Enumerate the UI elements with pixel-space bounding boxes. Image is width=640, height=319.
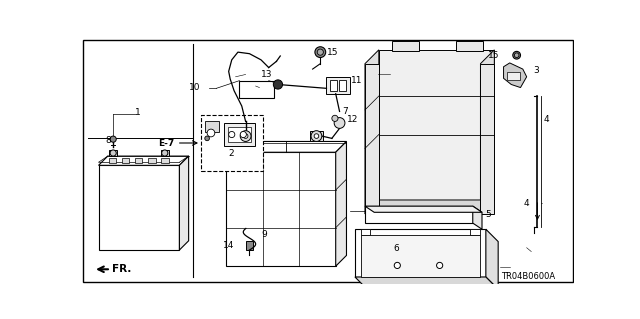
Bar xyxy=(228,127,251,142)
Bar xyxy=(326,77,349,94)
Bar xyxy=(246,241,253,250)
Bar xyxy=(365,64,379,214)
Circle shape xyxy=(317,49,323,55)
Circle shape xyxy=(243,134,248,138)
Circle shape xyxy=(513,51,520,59)
Bar xyxy=(135,159,143,163)
Bar xyxy=(224,123,255,146)
Bar xyxy=(481,64,494,214)
Polygon shape xyxy=(99,156,189,165)
Circle shape xyxy=(436,262,443,269)
Text: 2: 2 xyxy=(228,149,234,158)
Text: 14: 14 xyxy=(223,241,234,250)
Circle shape xyxy=(110,136,116,142)
Bar xyxy=(310,131,323,141)
Polygon shape xyxy=(504,63,527,87)
Text: 12: 12 xyxy=(348,115,358,124)
Polygon shape xyxy=(227,141,346,152)
Circle shape xyxy=(273,80,283,89)
Text: TR04B0600A: TR04B0600A xyxy=(501,272,556,281)
Bar xyxy=(161,150,168,156)
Bar xyxy=(239,81,274,98)
Polygon shape xyxy=(336,141,346,266)
Circle shape xyxy=(315,47,326,57)
Text: E-7: E-7 xyxy=(157,138,197,147)
Text: 10: 10 xyxy=(189,83,201,92)
Circle shape xyxy=(162,150,168,156)
Bar xyxy=(361,229,371,235)
Bar xyxy=(392,41,419,51)
Circle shape xyxy=(207,129,215,137)
Bar xyxy=(201,115,262,171)
Polygon shape xyxy=(379,50,494,200)
Circle shape xyxy=(110,150,116,156)
Bar xyxy=(161,159,168,163)
Text: 4: 4 xyxy=(543,115,549,124)
Polygon shape xyxy=(481,50,494,214)
Polygon shape xyxy=(179,156,189,250)
Text: 11: 11 xyxy=(351,76,363,85)
Circle shape xyxy=(332,115,338,122)
Bar xyxy=(122,159,129,163)
Text: 6: 6 xyxy=(394,244,399,253)
Bar xyxy=(205,122,219,132)
Text: 4: 4 xyxy=(524,199,529,208)
Bar xyxy=(109,150,117,156)
Text: 5: 5 xyxy=(485,210,491,219)
Bar xyxy=(330,80,337,91)
Polygon shape xyxy=(486,229,498,289)
Text: 15: 15 xyxy=(488,51,500,60)
Bar xyxy=(508,72,520,80)
Circle shape xyxy=(334,118,345,128)
Bar xyxy=(109,159,116,163)
Bar xyxy=(239,131,252,141)
Polygon shape xyxy=(365,200,494,214)
Circle shape xyxy=(515,53,519,57)
Bar xyxy=(470,229,480,235)
Circle shape xyxy=(314,134,319,138)
Circle shape xyxy=(240,131,251,141)
Text: 9: 9 xyxy=(261,230,267,239)
Bar xyxy=(99,165,179,250)
Circle shape xyxy=(205,136,209,141)
Text: FR.: FR. xyxy=(113,264,132,274)
Text: 1: 1 xyxy=(135,108,141,117)
Circle shape xyxy=(228,131,235,137)
Polygon shape xyxy=(365,206,473,223)
Bar xyxy=(361,235,480,277)
Polygon shape xyxy=(355,277,498,289)
Text: 3: 3 xyxy=(533,66,539,75)
Polygon shape xyxy=(365,50,379,214)
Circle shape xyxy=(394,262,401,269)
Text: 7: 7 xyxy=(342,107,348,116)
Bar xyxy=(227,152,336,266)
Circle shape xyxy=(311,131,322,141)
Bar xyxy=(339,80,346,91)
Circle shape xyxy=(240,131,246,137)
Bar xyxy=(355,229,486,277)
Bar xyxy=(456,41,483,51)
Polygon shape xyxy=(365,206,482,212)
Bar xyxy=(148,159,156,163)
Text: 13: 13 xyxy=(261,70,273,79)
Polygon shape xyxy=(473,206,482,229)
Text: 15: 15 xyxy=(326,48,338,57)
Text: 8: 8 xyxy=(106,136,111,145)
